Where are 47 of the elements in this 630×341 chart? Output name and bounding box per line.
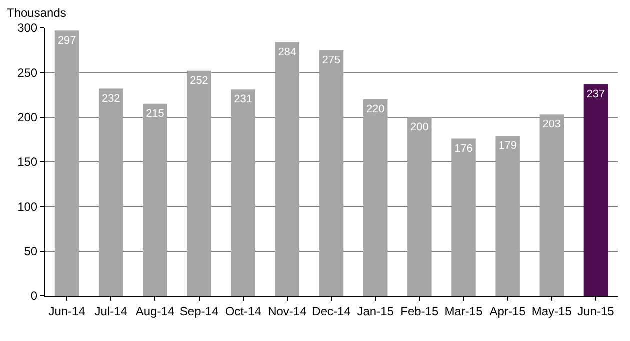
- x-tick-label: Mar-15: [444, 304, 484, 318]
- y-tick-label: 250: [18, 66, 38, 80]
- x-tick-label: Dec-14: [312, 304, 352, 318]
- bar: [408, 117, 432, 296]
- data-label: 232: [102, 92, 120, 105]
- x-tick-label: Nov-14: [268, 304, 308, 318]
- bar: [231, 90, 256, 296]
- x-tick-label: May-15: [532, 304, 572, 318]
- data-label: 231: [234, 94, 252, 106]
- data-label: 200: [410, 121, 429, 134]
- data-label: 203: [542, 118, 561, 131]
- data-label: 237: [586, 88, 606, 100]
- x-tick-label: Jan-15: [357, 304, 394, 318]
- x-tick-label: Sep-14: [180, 304, 219, 318]
- bar: [143, 104, 168, 296]
- y-tick-label: 150: [18, 155, 38, 170]
- data-label: 176: [454, 142, 473, 155]
- bar: [187, 70, 212, 296]
- bar: [98, 88, 124, 296]
- bar: [319, 50, 344, 296]
- data-label: 284: [278, 46, 297, 58]
- x-tick-label: Jul-14: [94, 304, 128, 318]
- bar: [584, 84, 608, 296]
- bar: [452, 138, 476, 296]
- y-tick-label: 300: [18, 21, 38, 36]
- y-tick-label: 200: [18, 110, 38, 125]
- y-tick-label: 100: [18, 200, 38, 214]
- y-axis-title: Thousands: [7, 6, 66, 20]
- x-tick-label: Apr-15: [490, 304, 526, 318]
- data-label: 252: [190, 74, 208, 87]
- bar: [275, 42, 300, 296]
- data-label: 179: [498, 140, 517, 152]
- x-tick-label: Feb-15: [400, 304, 439, 318]
- data-label: 275: [322, 54, 341, 66]
- bar: [540, 114, 564, 296]
- bar: [363, 99, 388, 296]
- x-tick-label: Jun-14: [48, 304, 86, 318]
- x-tick-label: Jun-15: [578, 304, 615, 318]
- y-tick-label: 50: [24, 244, 38, 259]
- data-label: 220: [366, 104, 385, 116]
- y-tick-label: 0: [30, 289, 38, 304]
- data-label: 297: [58, 34, 76, 47]
- bar: [496, 136, 520, 296]
- data-label: 215: [146, 108, 164, 120]
- x-tick-label: Aug-14: [136, 304, 175, 318]
- x-tick-label: Oct-14: [225, 304, 262, 318]
- bar: [54, 30, 80, 296]
